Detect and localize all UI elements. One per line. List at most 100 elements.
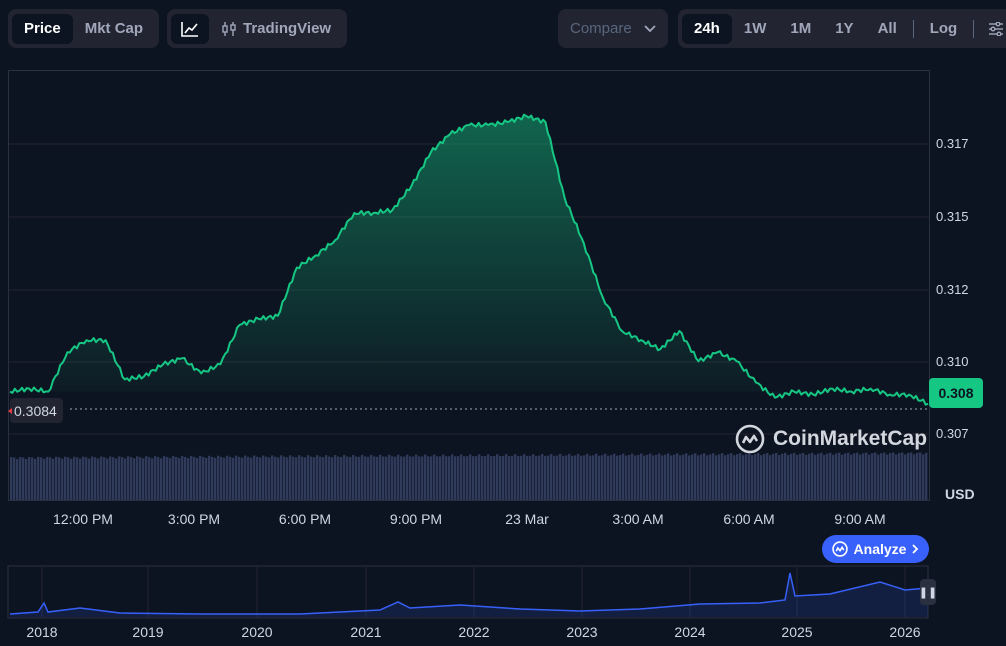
volume-bar — [109, 456, 112, 500]
volume-bar — [79, 458, 82, 500]
volume-bar — [691, 454, 694, 500]
volume-bar — [589, 455, 592, 500]
volume-bar — [82, 456, 85, 500]
volume-bar — [727, 454, 730, 500]
volume-bar — [412, 456, 415, 500]
volume-bar — [883, 452, 886, 500]
range-24h[interactable]: 24h — [682, 13, 732, 44]
y-tick-label: 0.317 — [936, 136, 969, 151]
volume-bar — [286, 457, 289, 500]
history-year-label: 2023 — [566, 624, 598, 640]
history-navigator[interactable] — [7, 565, 929, 619]
volume-bar — [580, 455, 583, 500]
volume-bar — [367, 456, 370, 500]
range-1w[interactable]: 1W — [743, 20, 767, 37]
volume-bar — [748, 453, 751, 500]
volume-bar — [667, 453, 670, 500]
volume-bar — [448, 456, 451, 500]
range-1m[interactable]: 1M — [790, 20, 812, 37]
volume-bar — [331, 457, 334, 500]
volume-bar — [409, 456, 412, 500]
volume-bar — [292, 456, 295, 500]
volume-bar — [868, 454, 871, 500]
volume-bar — [121, 457, 124, 500]
volume-bar — [496, 454, 499, 500]
volume-bar — [181, 455, 184, 500]
volume-bar — [355, 456, 358, 500]
volume-bar — [298, 455, 301, 500]
y-tick-label: 0.312 — [936, 282, 969, 297]
tab-mkt-cap[interactable]: Mkt Cap — [84, 20, 144, 37]
volume-bar — [478, 454, 481, 500]
volume-bar — [799, 453, 802, 500]
history-year-label: 2025 — [781, 624, 813, 640]
analyze-button[interactable]: Analyze — [822, 535, 929, 563]
volume-bar — [187, 458, 190, 500]
volume-bar — [43, 458, 46, 500]
range-all[interactable]: All — [877, 20, 897, 37]
log-scale-button[interactable]: Log — [929, 20, 958, 37]
volume-bar — [790, 453, 793, 500]
volume-bar — [283, 456, 286, 500]
volume-bar — [802, 452, 805, 500]
volume-bar — [439, 456, 442, 500]
volume-bar — [199, 455, 202, 500]
volume-bar — [190, 455, 193, 500]
volume-bar — [370, 454, 373, 500]
volume-bar — [730, 453, 733, 500]
volume-bar — [709, 454, 712, 500]
tab-price[interactable]: Price — [12, 13, 73, 44]
volume-bar — [55, 456, 58, 500]
volume-bar — [688, 455, 691, 500]
volume-bar — [649, 453, 652, 500]
divider — [912, 19, 914, 38]
volume-bar — [721, 453, 724, 500]
volume-bar — [358, 456, 361, 500]
volume-bar — [244, 455, 247, 500]
volume-bar — [94, 457, 97, 500]
volume-bar — [793, 452, 796, 500]
volume-bar — [442, 454, 445, 500]
line-chart-button[interactable] — [171, 13, 209, 44]
volume-bar — [925, 452, 928, 500]
volume-bar — [337, 456, 340, 500]
compare-dropdown[interactable]: Compare — [558, 9, 668, 48]
history-grid — [41, 567, 906, 617]
volume-bar — [406, 454, 409, 500]
volume-bar — [400, 456, 403, 500]
volume-bar — [454, 456, 457, 500]
volume-bar — [166, 457, 169, 500]
volume-bar — [757, 453, 760, 500]
volume-bar — [469, 454, 472, 500]
volume-bar — [403, 456, 406, 500]
volume-bar — [103, 457, 106, 500]
volume-bar — [139, 457, 142, 500]
volume-bar — [535, 455, 538, 500]
volume-bar — [544, 455, 547, 500]
price-line — [9, 113, 929, 406]
volume-bar — [859, 454, 862, 500]
volume-bar — [679, 455, 682, 500]
volume-bar — [118, 456, 121, 500]
price-area — [10, 114, 928, 405]
volume-bar — [340, 457, 343, 500]
tradingview-button[interactable]: TradingView — [209, 14, 343, 44]
volume-bar — [142, 458, 145, 500]
volume-bar — [70, 458, 73, 500]
volume-bar — [388, 454, 391, 500]
volume-bar — [634, 455, 637, 500]
volume-bar — [886, 454, 889, 500]
volume-bar — [763, 454, 766, 500]
volume-bar — [553, 455, 556, 500]
volume-bar — [481, 456, 484, 500]
settings-button[interactable] — [978, 14, 1006, 44]
range-1y[interactable]: 1Y — [835, 20, 854, 37]
navigator-handle[interactable]: ❚❚ — [919, 579, 937, 605]
volume-bar — [184, 456, 187, 500]
volume-bar — [652, 455, 655, 500]
volume-bar — [901, 452, 904, 500]
line-chart-icon — [181, 21, 198, 37]
volume-bar — [313, 457, 316, 500]
volume-bar — [538, 455, 541, 500]
